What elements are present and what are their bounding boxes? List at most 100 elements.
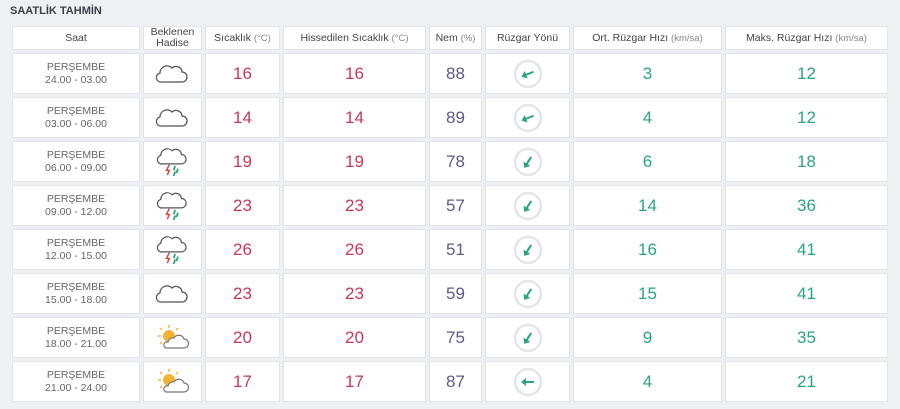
wind-direction bbox=[485, 273, 570, 314]
forecast-table: Saat Beklenen Hadise Sıcaklık (°C) Hissedil… bbox=[9, 23, 891, 405]
wind-average: 16 bbox=[573, 229, 722, 270]
wind-max: 35 bbox=[725, 317, 888, 358]
feels-like: 20 bbox=[283, 317, 426, 358]
forecast-row: PERŞEMBE 12.00 - 15.00 26 26 51 16 41 bbox=[12, 229, 888, 270]
temperature: 17 bbox=[205, 361, 280, 402]
header-unit: (km/sa) bbox=[671, 32, 703, 44]
header-label: Sıcaklık bbox=[214, 31, 251, 44]
humidity: 87 bbox=[429, 361, 482, 402]
day-name: PERŞEMBE bbox=[46, 60, 106, 73]
wind-average: 6 bbox=[573, 141, 722, 182]
header-label: Hissedilen Sıcaklık bbox=[300, 31, 389, 44]
header-label: Rüzgar Yönü bbox=[496, 31, 559, 44]
column-header: Rüzgar Yönü bbox=[485, 26, 570, 50]
wind-direction bbox=[485, 97, 570, 138]
wind-direction bbox=[485, 317, 570, 358]
time-range: 03.00 - 06.00 bbox=[45, 117, 107, 130]
wind-max: 36 bbox=[725, 185, 888, 226]
temperature: 26 bbox=[205, 229, 280, 270]
feels-like: 17 bbox=[283, 361, 426, 402]
column-header: Sıcaklık (°C) bbox=[205, 26, 280, 50]
time-range: 09.00 - 12.00 bbox=[45, 205, 107, 218]
wind-direction bbox=[485, 229, 570, 270]
header-unit: (°C) bbox=[391, 32, 409, 44]
wind-max: 12 bbox=[725, 97, 888, 138]
time-cell: PERŞEMBE 06.00 - 09.00 bbox=[12, 141, 140, 182]
time-cell: PERŞEMBE 12.00 - 15.00 bbox=[12, 229, 140, 270]
temperature: 16 bbox=[205, 53, 280, 94]
feels-like: 26 bbox=[283, 229, 426, 270]
column-header: Nem (%) bbox=[429, 26, 482, 50]
wind-max: 21 bbox=[725, 361, 888, 402]
humidity: 51 bbox=[429, 229, 482, 270]
column-header: Beklenen Hadise bbox=[143, 26, 202, 50]
day-name: PERŞEMBE bbox=[46, 192, 106, 205]
column-header: Ort. Rüzgar Hızı (km/sa) bbox=[573, 26, 722, 50]
header-label: Saat bbox=[65, 31, 87, 44]
wind-max: 41 bbox=[725, 273, 888, 314]
time-range: 24.00 - 03.00 bbox=[45, 73, 107, 86]
humidity: 89 bbox=[429, 97, 482, 138]
day-name: PERŞEMBE bbox=[46, 148, 106, 161]
weather-icon-cell bbox=[143, 185, 202, 226]
section-title: SAATLİK TAHMİN bbox=[10, 5, 102, 17]
temperature: 23 bbox=[205, 273, 280, 314]
forecast-row: PERŞEMBE 15.00 - 18.00 23 23 59 15 41 bbox=[12, 273, 888, 314]
day-name: PERŞEMBE bbox=[46, 324, 106, 337]
day-name: PERŞEMBE bbox=[46, 280, 106, 293]
wind-average: 3 bbox=[573, 53, 722, 94]
forecast-row: PERŞEMBE 06.00 - 09.00 19 19 78 6 18 bbox=[12, 141, 888, 182]
weather-icon-cell bbox=[143, 97, 202, 138]
day-name: PERŞEMBE bbox=[46, 236, 106, 249]
temperature: 20 bbox=[205, 317, 280, 358]
time-cell: PERŞEMBE 18.00 - 21.00 bbox=[12, 317, 140, 358]
table-body: PERŞEMBE 24.00 - 03.00 16 16 88 3 12 PERŞEMBE 03… bbox=[12, 53, 888, 402]
wind-max: 18 bbox=[725, 141, 888, 182]
feels-like: 23 bbox=[283, 273, 426, 314]
time-range: 15.00 - 18.00 bbox=[45, 293, 107, 306]
weather-icon-cell bbox=[143, 361, 202, 402]
wind-average: 4 bbox=[573, 361, 722, 402]
header-label: Ort. Rüzgar Hızı bbox=[592, 31, 669, 44]
weather-icon-cell bbox=[143, 53, 202, 94]
time-cell: PERŞEMBE 15.00 - 18.00 bbox=[12, 273, 140, 314]
forecast-row: PERŞEMBE 18.00 - 21.00 20 20 75 9 35 bbox=[12, 317, 888, 358]
time-cell: PERŞEMBE 03.00 - 06.00 bbox=[12, 97, 140, 138]
forecast-row: PERŞEMBE 09.00 - 12.00 23 23 57 14 36 bbox=[12, 185, 888, 226]
wind-direction bbox=[485, 361, 570, 402]
day-name: PERŞEMBE bbox=[46, 104, 106, 117]
wind-average: 4 bbox=[573, 97, 722, 138]
time-range: 21.00 - 24.00 bbox=[45, 381, 107, 394]
weather-icon-cell bbox=[143, 229, 202, 270]
wind-direction bbox=[485, 185, 570, 226]
header-unit: (°C) bbox=[253, 32, 271, 44]
wind-direction bbox=[485, 53, 570, 94]
header-label: Nem bbox=[435, 31, 458, 44]
weather-icon-cell bbox=[143, 317, 202, 358]
forecast-row: PERŞEMBE 24.00 - 03.00 16 16 88 3 12 bbox=[12, 53, 888, 94]
column-header: Maks. Rüzgar Hızı (km/sa) bbox=[725, 26, 888, 50]
header-label: Beklenen Hadise bbox=[150, 26, 195, 49]
wind-average: 15 bbox=[573, 273, 722, 314]
wind-average: 14 bbox=[573, 185, 722, 226]
time-range: 18.00 - 21.00 bbox=[45, 337, 107, 350]
humidity: 57 bbox=[429, 185, 482, 226]
day-name: PERŞEMBE bbox=[46, 368, 106, 381]
humidity: 88 bbox=[429, 53, 482, 94]
feels-like: 19 bbox=[283, 141, 426, 182]
temperature: 23 bbox=[205, 185, 280, 226]
wind-max: 12 bbox=[725, 53, 888, 94]
time-range: 12.00 - 15.00 bbox=[45, 249, 107, 262]
header-label: Maks. Rüzgar Hızı bbox=[746, 31, 833, 44]
wind-average: 9 bbox=[573, 317, 722, 358]
header-unit: (km/sa) bbox=[835, 32, 867, 44]
humidity: 78 bbox=[429, 141, 482, 182]
temperature: 14 bbox=[205, 97, 280, 138]
column-header: Saat bbox=[12, 26, 140, 50]
humidity: 75 bbox=[429, 317, 482, 358]
header-unit: (%) bbox=[460, 32, 476, 44]
column-header: Hissedilen Sıcaklık (°C) bbox=[283, 26, 426, 50]
feels-like: 23 bbox=[283, 185, 426, 226]
time-cell: PERŞEMBE 24.00 - 03.00 bbox=[12, 53, 140, 94]
